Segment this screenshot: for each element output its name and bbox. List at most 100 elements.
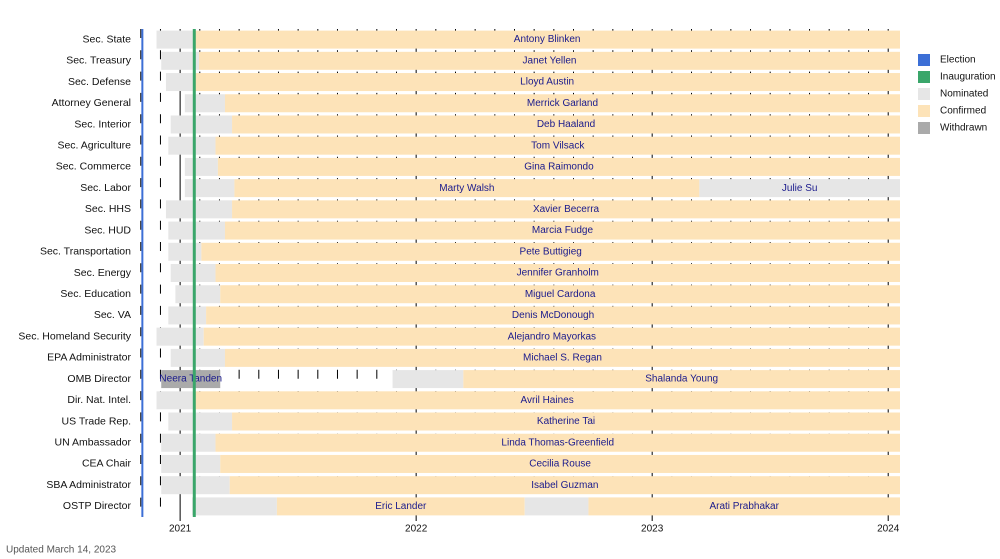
segment — [168, 412, 233, 431]
segment — [463, 370, 900, 389]
segment — [588, 497, 900, 516]
legend-swatch — [918, 122, 930, 134]
person-name: Miguel Cardona — [525, 289, 596, 300]
row-label: Sec. Energy — [74, 267, 132, 279]
segment — [194, 73, 901, 92]
segment — [184, 157, 218, 176]
row-label: Sec. Agriculture — [57, 139, 131, 151]
segment — [201, 242, 900, 261]
legend-swatch — [918, 88, 930, 100]
segment — [232, 115, 900, 134]
legend-label: Nominated — [940, 89, 988, 100]
segment — [215, 136, 900, 155]
x-tick-label: 2021 — [169, 524, 192, 535]
segment — [220, 285, 901, 304]
person-name: Shalanda Young — [645, 374, 718, 385]
person-name: Isabel Guzman — [531, 480, 598, 491]
row-label: UN Ambassador — [55, 437, 132, 449]
row-label: Sec. Treasury — [66, 55, 132, 67]
person-name: Julie Su — [782, 183, 818, 194]
segment — [156, 30, 195, 49]
segment — [224, 348, 901, 367]
segment — [203, 327, 901, 346]
segment — [165, 73, 195, 92]
person-name: Marty Walsh — [439, 183, 494, 194]
row-label: OMB Director — [67, 373, 131, 385]
segment — [206, 306, 900, 325]
row-label: CEA Chair — [82, 458, 132, 470]
person-name: Janet Yellen — [523, 55, 577, 66]
segment — [524, 497, 589, 516]
segment — [168, 242, 202, 261]
legend-swatch — [918, 105, 930, 117]
legend-label: Withdrawn — [940, 123, 987, 134]
person-name: Jennifer Granholm — [517, 268, 599, 279]
segment — [191, 497, 277, 516]
legend-swatch — [918, 54, 930, 66]
segment — [168, 136, 216, 155]
row-label: Sec. HUD — [84, 224, 131, 236]
segment — [215, 433, 900, 452]
segment — [168, 306, 207, 325]
segment — [161, 433, 216, 452]
row-label: Sec. Defense — [68, 76, 131, 88]
row-label: SBA Administrator — [46, 479, 131, 491]
person-name: Marcia Fudge — [532, 225, 594, 236]
row-label: Sec. Interior — [74, 118, 131, 130]
segment — [276, 497, 525, 516]
segment — [199, 51, 900, 70]
person-name: Xavier Becerra — [533, 204, 600, 215]
row-label: Sec. VA — [94, 309, 131, 321]
x-tick-label: 2022 — [405, 524, 428, 535]
segment — [234, 179, 700, 198]
person-name: Antony Blinken — [514, 34, 581, 45]
x-tick-label: 2024 — [877, 524, 900, 535]
person-name: Denis McDonough — [512, 310, 594, 321]
row-label: Sec. Homeland Security — [18, 330, 131, 342]
person-name: Cecilia Rouse — [529, 459, 591, 470]
segment — [170, 348, 225, 367]
segment — [224, 94, 901, 113]
person-name: Gina Raimondo — [524, 162, 594, 173]
legend-label: Inauguration — [940, 72, 996, 83]
row-label: Dir. Nat. Intel. — [67, 394, 131, 406]
person-name: Katherine Tai — [537, 416, 595, 427]
legend-label: Confirmed — [940, 106, 986, 117]
person-name: Pete Buttigieg — [520, 246, 582, 257]
person-name: Alejandro Mayorkas — [508, 331, 596, 342]
person-name: Neera Tanden — [159, 374, 222, 385]
row-label: Sec. State — [83, 33, 132, 45]
segment — [161, 370, 221, 389]
segment — [392, 370, 464, 389]
legend-swatch — [918, 71, 930, 83]
row-label: Sec. Education — [60, 288, 131, 300]
person-name: Eric Lander — [375, 501, 427, 512]
person-name: Linda Thomas-Greenfield — [501, 437, 614, 448]
segment — [224, 221, 901, 240]
row-label: EPA Administrator — [47, 352, 131, 364]
segment — [184, 179, 235, 198]
segment — [215, 264, 900, 282]
person-name: Merrick Garland — [527, 98, 598, 109]
segment — [194, 391, 901, 410]
row-label: Sec. Commerce — [56, 161, 131, 173]
segment — [220, 454, 901, 473]
row-label: Sec. Labor — [80, 182, 131, 194]
row-label: Sec. Transportation — [40, 246, 131, 258]
segment — [699, 179, 900, 198]
segment — [232, 200, 900, 219]
person-name: Deb Haaland — [537, 119, 595, 130]
person-name: Lloyd Austin — [520, 77, 574, 88]
x-tick-label: 2023 — [641, 524, 664, 535]
segment — [156, 391, 195, 410]
row-label: Sec. HHS — [85, 203, 131, 215]
row-label: Attorney General — [52, 97, 131, 109]
segment — [161, 51, 200, 70]
person-name: Arati Prabhakar — [709, 501, 779, 512]
segment — [168, 221, 225, 240]
segment — [156, 327, 204, 346]
segment — [161, 454, 221, 473]
segment — [194, 30, 901, 49]
segment — [184, 94, 225, 113]
